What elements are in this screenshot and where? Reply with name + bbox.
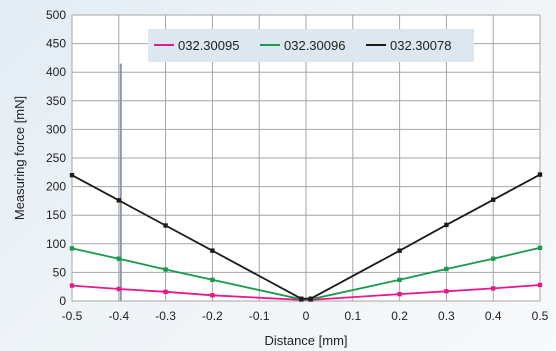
x-tick-label: 0.2 (391, 309, 408, 323)
data-point (116, 286, 121, 292)
y-tick-label: 250 (46, 151, 66, 165)
data-point (537, 282, 543, 288)
x-tick-label: 0.5 (532, 309, 549, 323)
data-point (210, 293, 215, 298)
y-axis-title: Measuring force [mN] (12, 96, 27, 220)
x-tick-label: 0.4 (485, 309, 502, 323)
y-tick-label: 450 (46, 37, 66, 51)
data-point (163, 289, 168, 295)
y-tick-label: 50 (53, 265, 67, 279)
x-tick-label: -0.5 (62, 309, 83, 323)
legend-label: 032.30095 (178, 38, 239, 53)
data-point (444, 266, 449, 272)
x-tick-labels: -0.5 -0.4 -0.3 -0.2 -0.1 0 0.1 0.2 0.3 0.4 0.5 (62, 309, 549, 323)
x-tick-label: 0.3 (438, 309, 455, 323)
y-tick-label: 350 (46, 94, 66, 108)
legend-box (148, 29, 474, 62)
legend-label: 032.30096 (284, 38, 345, 53)
data-point (491, 256, 496, 261)
y-tick-label: 500 (46, 8, 66, 22)
data-point (69, 172, 75, 178)
x-tick-label: -0.4 (108, 309, 129, 323)
x-tick-label: 0.1 (344, 309, 361, 323)
y-tick-label: 0 (59, 294, 66, 308)
y-tick-labels: 0 50 100 150 200 250 300 350 400 450 500 (46, 8, 66, 308)
data-point (397, 291, 402, 297)
data-point (308, 296, 313, 301)
x-tick-label: 0 (303, 309, 310, 323)
series-line (71, 173, 541, 300)
data-point (491, 286, 496, 291)
data-point (69, 283, 75, 288)
y-tick-label: 300 (46, 122, 66, 136)
data-point (491, 197, 496, 202)
y-tick-label: 400 (46, 65, 66, 79)
series-032.30078 (69, 172, 543, 301)
series-layer (69, 172, 543, 303)
data-point (210, 248, 215, 253)
data-point (299, 296, 304, 301)
legend-label: 032.30078 (390, 38, 451, 53)
data-point (69, 246, 75, 251)
data-point (444, 222, 449, 228)
data-point (397, 277, 402, 283)
y-tick-label: 200 (46, 180, 66, 194)
data-point (116, 198, 121, 203)
x-tick-label: -0.2 (202, 309, 223, 323)
data-point (210, 277, 215, 283)
data-point (444, 289, 449, 294)
y-tick-label: 150 (46, 208, 66, 222)
data-point (163, 223, 168, 228)
legend: 032.30095 032.30096 032.30078 (148, 29, 474, 62)
x-tick-label: -0.1 (249, 309, 270, 323)
x-axis-title: Distance [mm] (264, 333, 347, 348)
data-point (537, 172, 543, 177)
x-tick-label: -0.3 (155, 309, 176, 323)
data-point (397, 248, 402, 253)
data-point (163, 267, 168, 272)
data-point (116, 256, 121, 261)
y-tick-label: 100 (46, 237, 66, 251)
data-point (537, 245, 543, 251)
